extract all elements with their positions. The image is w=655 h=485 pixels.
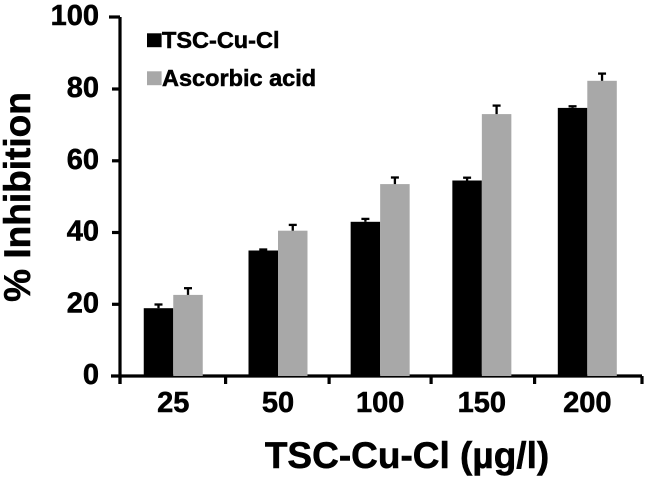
svg-text:Ascorbic acid: Ascorbic acid: [162, 65, 316, 91]
svg-text:25: 25: [157, 387, 189, 419]
svg-text:40: 40: [67, 216, 99, 248]
svg-text:50: 50: [262, 387, 294, 419]
svg-text:20: 20: [67, 287, 99, 319]
svg-text:100: 100: [356, 387, 404, 419]
svg-text:% Inhibition: % Inhibition: [0, 92, 38, 302]
svg-text:0: 0: [83, 359, 99, 391]
svg-text:TSC-Cu-Cl (µg/l): TSC-Cu-Cl (µg/l): [265, 435, 549, 476]
svg-text:60: 60: [67, 144, 99, 176]
svg-text:80: 80: [67, 72, 99, 104]
svg-text:200: 200: [563, 387, 611, 419]
svg-text:150: 150: [458, 387, 506, 419]
svg-text:100: 100: [51, 0, 99, 32]
svg-text:TSC-Cu-Cl: TSC-Cu-Cl: [162, 27, 279, 53]
